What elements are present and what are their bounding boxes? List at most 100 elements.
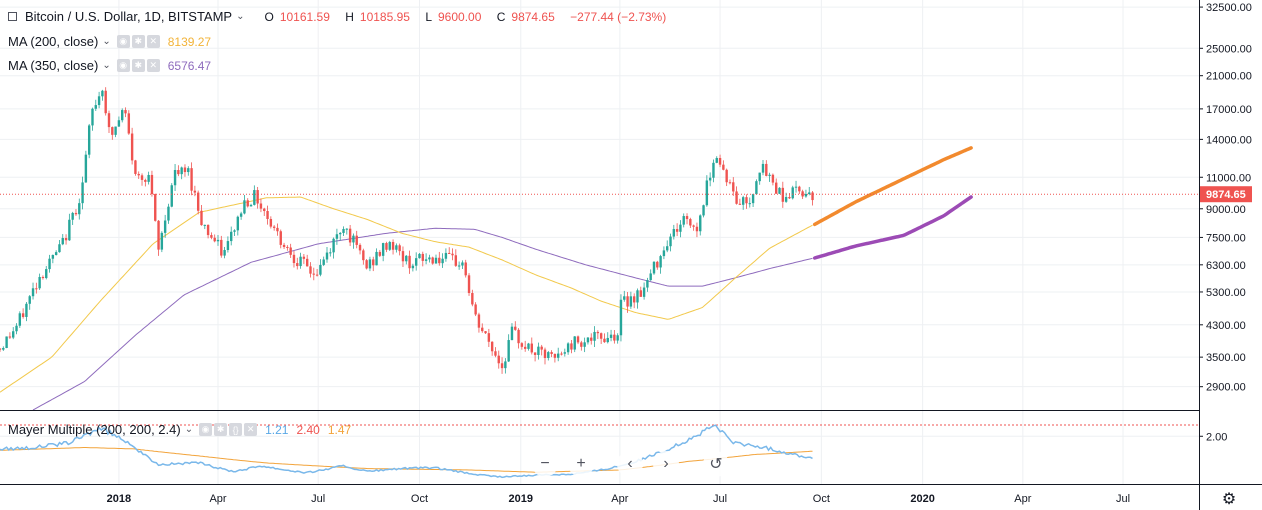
candle [557, 347, 560, 362]
candle [679, 220, 682, 238]
candle [675, 223, 679, 237]
candle-body [339, 232, 342, 235]
eye-icon[interactable]: ◉ [116, 59, 130, 72]
candle [5, 336, 8, 349]
candle-body [751, 194, 755, 204]
candle-body [431, 257, 434, 264]
scroll-left-icon[interactable]: ‹ [617, 451, 643, 477]
candle [609, 329, 613, 342]
candle-body [414, 258, 418, 266]
candle-body [626, 296, 629, 307]
gear-icon[interactable]: ✱ [131, 59, 145, 72]
eye-icon[interactable]: ◉ [199, 423, 213, 436]
price-tick-label: 17000.00 [1206, 104, 1252, 116]
chevron-down-icon[interactable]: ⌄ [236, 11, 245, 22]
candle [91, 107, 94, 131]
ma350-title[interactable]: MA (350, close) [8, 58, 99, 73]
reset-icon[interactable]: ↺ [703, 451, 729, 477]
candle [259, 198, 263, 213]
candle [639, 286, 642, 297]
candle-body [457, 265, 461, 267]
candle-body [2, 347, 5, 350]
candle-body [672, 229, 676, 237]
candle [246, 198, 249, 208]
candle-body [652, 261, 656, 274]
candle [81, 176, 84, 210]
candle [613, 329, 616, 344]
candle-body [78, 203, 81, 215]
scroll-right-icon[interactable]: › [653, 451, 679, 477]
candle [507, 334, 510, 363]
chevron-down-icon[interactable]: ⌄ [102, 36, 111, 47]
price-tick-label: 6300.00 [1206, 260, 1246, 272]
candle-body [365, 260, 368, 269]
collapse-icon[interactable] [8, 12, 17, 21]
chevron-down-icon[interactable]: ⌄ [184, 424, 194, 435]
candle [104, 87, 107, 116]
candle [243, 195, 246, 215]
candle-body [738, 203, 742, 205]
candle-body [464, 262, 467, 276]
candle [500, 357, 504, 374]
candle [467, 273, 471, 296]
candle [702, 204, 705, 218]
candle-body [121, 110, 124, 121]
candle-body [609, 334, 613, 338]
candle [276, 223, 279, 236]
candle-body [210, 235, 213, 238]
candle [695, 222, 699, 238]
candle-body [183, 167, 187, 173]
candle [45, 266, 48, 280]
candle-body [758, 172, 761, 182]
symbol-title[interactable]: Bitcoin / U.S. Dollar, 1D, BITSTAMP [25, 9, 233, 24]
candle [583, 337, 586, 353]
close-icon[interactable]: ✕ [244, 423, 258, 436]
candle [781, 181, 785, 208]
price-tick-label: 3500.00 [1206, 352, 1246, 364]
eye-icon[interactable]: ◉ [116, 35, 130, 48]
candle-body [765, 163, 768, 176]
settings-gear-icon[interactable]: ⚙ [1221, 491, 1237, 508]
candle [745, 194, 748, 209]
candle [378, 249, 382, 258]
ma200-title[interactable]: MA (200, close) [8, 34, 99, 49]
candle-body [104, 90, 107, 114]
candle-body [87, 125, 91, 155]
candle [74, 209, 78, 216]
candle [619, 294, 623, 342]
candle [523, 340, 527, 352]
candle [292, 250, 296, 268]
candle [150, 170, 154, 197]
gear-icon[interactable]: ✱ [131, 35, 145, 48]
source-code-icon[interactable]: {} [229, 423, 243, 436]
candle [490, 341, 494, 356]
candle-body [64, 238, 68, 241]
zoom-out-icon[interactable]: − [532, 451, 558, 477]
candle [606, 332, 609, 344]
grid-lines [0, 0, 1199, 484]
time-tick-label: Jul [311, 493, 325, 505]
candle [401, 246, 405, 267]
candle [154, 193, 157, 222]
candle-body [130, 133, 134, 161]
time-tick-label: 2019 [509, 493, 533, 505]
zoom-in-icon[interactable]: + [568, 451, 594, 477]
candle-body [705, 180, 709, 206]
candle-body [699, 215, 702, 232]
gear-icon[interactable]: ✱ [214, 423, 228, 436]
mayer-title[interactable]: Mayer Multiple (200, 200, 2.4) [8, 422, 181, 437]
candle-body [200, 210, 203, 226]
chevron-down-icon[interactable]: ⌄ [102, 60, 111, 71]
close-icon[interactable]: ✕ [146, 59, 160, 72]
candle [692, 224, 695, 231]
candle [533, 352, 537, 362]
candle-body [517, 329, 520, 344]
candle [530, 337, 533, 355]
close-icon[interactable]: ✕ [146, 35, 160, 48]
candle [550, 350, 553, 358]
candle-body [160, 232, 164, 250]
candle-body [666, 246, 669, 251]
candle-body [282, 244, 286, 247]
